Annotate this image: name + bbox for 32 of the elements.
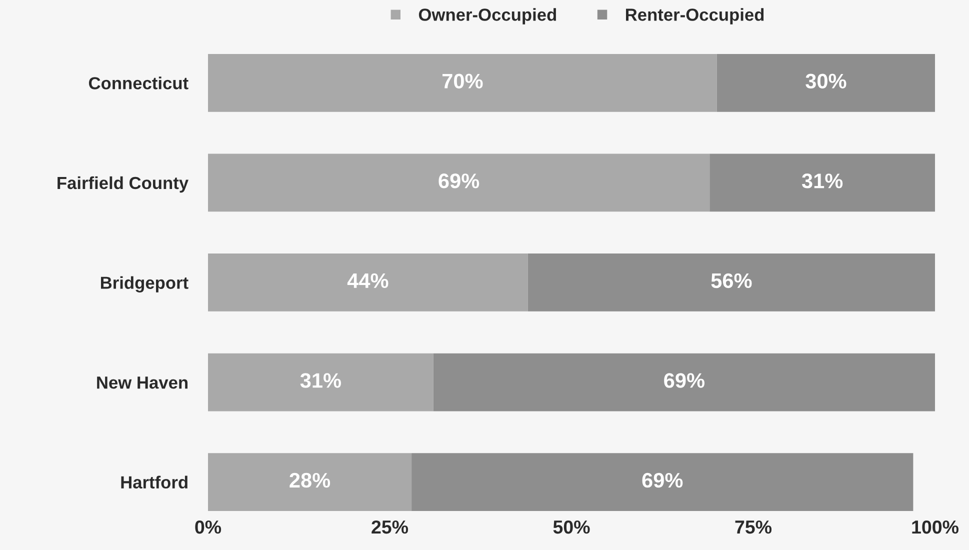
x-tick-label: 0% [195, 520, 222, 534]
data-label: 44% [347, 273, 388, 288]
legend-label: Owner-Occupied [418, 8, 556, 24]
legend-label: Renter-Occupied [626, 8, 764, 24]
y-tick-label: Fairfield County [58, 176, 188, 193]
bar [208, 54, 717, 112]
data-label: 30% [806, 74, 846, 89]
data-label: 69% [438, 174, 480, 188]
bar [716, 54, 935, 112]
data-label: 69% [664, 373, 704, 388]
data-label: 69% [642, 472, 683, 488]
bar [412, 453, 914, 512]
bar [710, 154, 935, 212]
data-label: 31% [300, 373, 341, 388]
bar [208, 254, 528, 312]
y-tick-label: Bridgeport [100, 276, 188, 292]
data-label: 70% [442, 74, 483, 88]
x-tick-label: 50% [553, 520, 590, 534]
bar [528, 254, 935, 312]
bar [208, 353, 434, 412]
data-label: 56% [711, 273, 752, 288]
data-label: 31% [802, 174, 843, 188]
y-tick-label: Hartford [121, 476, 188, 489]
bar [208, 154, 710, 212]
x-tick-label: 100% [912, 520, 958, 534]
y-tick-label: Connecticut [88, 76, 188, 90]
bar [433, 353, 935, 412]
x-tick-label: 25% [372, 520, 408, 534]
y-tick-label: New Haven [97, 376, 188, 389]
data-label: 28% [290, 472, 330, 488]
x-tick-label: 75% [735, 520, 772, 534]
bar [208, 453, 412, 512]
